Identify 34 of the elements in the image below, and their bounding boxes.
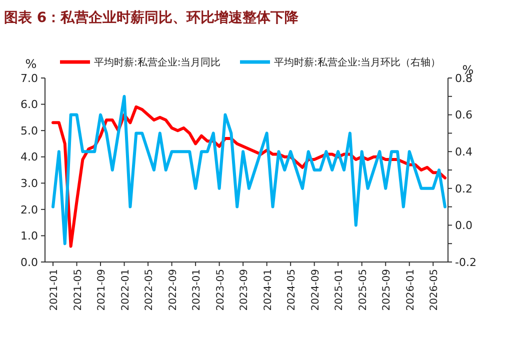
y-tick-label: 5.0 bbox=[20, 124, 38, 138]
x-tick-label: 2025-09 bbox=[382, 269, 393, 311]
x-tick-label: 2022-09 bbox=[168, 269, 179, 311]
x-tick-label: 2024-05 bbox=[286, 269, 298, 311]
x-tick-label: 2025-05 bbox=[358, 269, 369, 311]
x-tick-label: 2021-05 bbox=[72, 269, 84, 311]
y-tick-label: 2.0 bbox=[20, 203, 38, 216]
x-tick-label: 2021-01 bbox=[49, 269, 60, 311]
x-tick-label: 2026-05 bbox=[429, 269, 440, 311]
y2-tick-label: 0.6 bbox=[455, 108, 472, 122]
x-tick-label: 2023-05 bbox=[215, 269, 226, 311]
y-tick-label: 6.0 bbox=[20, 98, 38, 112]
x-tick-label: 2022-05 bbox=[144, 269, 156, 311]
y-tick-label: 0.0 bbox=[20, 256, 38, 269]
y2-tick-label: 0.2 bbox=[455, 182, 472, 196]
x-tick-label: 2023-01 bbox=[192, 269, 203, 311]
x-tick-label: 2023-09 bbox=[239, 269, 250, 311]
y-tick-label: 3.0 bbox=[20, 176, 38, 190]
y-tick-label: 4.0 bbox=[20, 150, 38, 164]
y2-tick-label: 0.0 bbox=[455, 219, 472, 232]
y-tick-label: 7.0 bbox=[20, 72, 38, 85]
x-tick-label: 2021-09 bbox=[96, 269, 108, 311]
x-tick-label: 2022-01 bbox=[120, 269, 132, 311]
x-tick-label: 2026-01 bbox=[405, 269, 416, 311]
y2-tick-label: 0.4 bbox=[455, 145, 472, 158]
legend-label: 平均时薪:私营企业:当月同比 bbox=[94, 56, 221, 68]
y-tick-label: 1.0 bbox=[20, 230, 38, 243]
y2-tick-label: -0.2 bbox=[455, 256, 476, 269]
y-axis-title: % bbox=[25, 57, 37, 71]
x-tick-label: 2025-01 bbox=[334, 269, 346, 311]
chart-title: 图表 6：私营企业时薪同比、环比增速整体下降 bbox=[4, 10, 300, 26]
x-tick-label: 2024-09 bbox=[310, 269, 322, 311]
x-tick-label: 2024-01 bbox=[262, 269, 274, 311]
legend-label: 平均时薪:私营企业:当月环比（右轴） bbox=[274, 56, 441, 68]
